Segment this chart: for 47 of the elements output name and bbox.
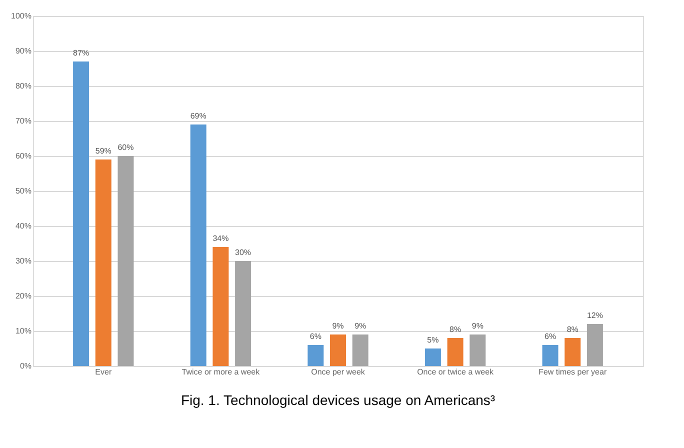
bar xyxy=(118,156,134,366)
y-tick-label: 100% xyxy=(11,12,32,20)
data-label: 59% xyxy=(95,146,112,156)
x-tick-label: Ever xyxy=(95,368,112,376)
data-label: 60% xyxy=(118,143,134,152)
bar xyxy=(470,334,486,366)
data-label: 6% xyxy=(310,332,322,341)
data-label: 87% xyxy=(73,48,90,58)
y-tick-label: 30% xyxy=(15,256,32,266)
bar xyxy=(330,334,346,366)
y-tick-label: 70% xyxy=(15,116,32,126)
data-label: 34% xyxy=(212,234,229,243)
x-tick-label: Once or twice a week xyxy=(417,368,495,376)
x-tick-label: Twice or more a week xyxy=(182,368,261,376)
data-label: 8% xyxy=(566,325,578,334)
y-tick-label: 40% xyxy=(15,222,32,230)
bar xyxy=(564,338,581,366)
data-label: 69% xyxy=(190,112,206,120)
data-label: 5% xyxy=(427,336,439,344)
caption: Fig. 1. Technological devices usage on Americans³ xyxy=(180,392,496,408)
data-label: 8% xyxy=(450,325,462,334)
bar xyxy=(447,338,464,366)
bar xyxy=(73,62,90,366)
x-tick-label: Once per week xyxy=(311,368,366,376)
bar xyxy=(308,345,324,366)
data-label: 9% xyxy=(332,322,344,330)
y-tick-label: 50% xyxy=(15,186,32,196)
x-tick-label: Few times per year xyxy=(538,368,607,376)
data-label: 12% xyxy=(586,311,603,320)
bar xyxy=(542,345,558,366)
data-label: 9% xyxy=(472,322,484,330)
bar xyxy=(586,324,603,366)
data-label: 9% xyxy=(354,322,366,330)
bar xyxy=(95,160,112,366)
bar xyxy=(212,247,229,366)
bar xyxy=(190,124,206,366)
y-tick-label: 90% xyxy=(15,46,32,56)
y-tick-label: 10% xyxy=(15,326,32,336)
data-label: 30% xyxy=(235,248,252,257)
bar xyxy=(352,334,368,366)
data-label: 6% xyxy=(544,332,556,341)
y-tick-label: 60% xyxy=(15,152,32,160)
y-tick-label: 20% xyxy=(15,292,32,300)
bar xyxy=(424,348,441,366)
y-tick-label: 0% xyxy=(20,362,32,370)
y-tick-label: 80% xyxy=(15,82,32,90)
bar xyxy=(235,261,252,366)
